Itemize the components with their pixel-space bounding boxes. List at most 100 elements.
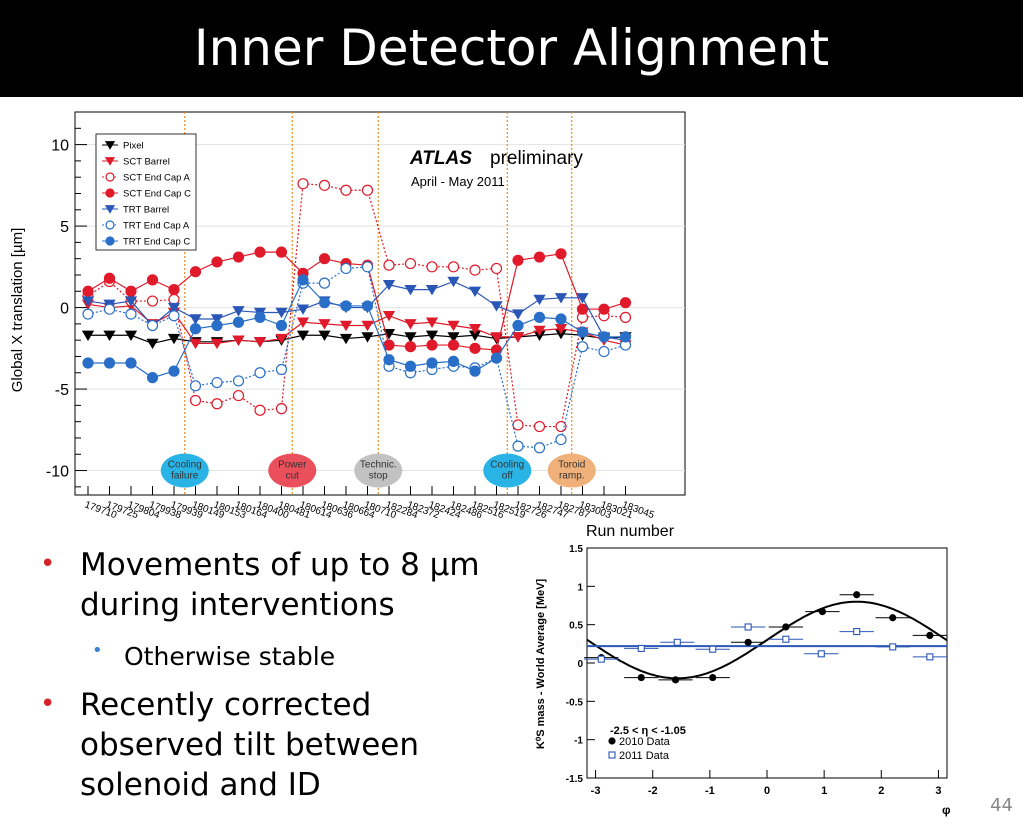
data-point [555, 248, 567, 260]
data-point [889, 643, 897, 651]
data-point [189, 338, 202, 350]
series-trt-end-cap-c [82, 274, 632, 384]
data-point [82, 308, 94, 320]
event-label: ramp. [559, 471, 585, 482]
data-point [318, 179, 331, 191]
data-point [232, 316, 245, 328]
event-markers: CoolingfailurePowercutTechnic.stopCoolin… [160, 112, 596, 495]
atlas-label: ATLAS preliminary April - May 2011 [409, 148, 583, 189]
bullet-1-line-1: Movements of up to 8 µm [80, 547, 480, 583]
data-point [468, 286, 482, 297]
data-point [598, 303, 610, 315]
series-line [88, 333, 626, 345]
data-point [619, 331, 632, 343]
data-point [82, 357, 94, 369]
data-point [533, 251, 546, 263]
inset-y-axis-label: K⁰S mass - World Average [MeV] [535, 579, 547, 750]
data-point [469, 365, 481, 377]
data-point [189, 323, 202, 335]
data-point [361, 261, 374, 273]
data-point [926, 631, 934, 640]
data-point [447, 320, 460, 332]
inset-y-axis-label-text: K⁰S mass - World Average [MeV] [535, 579, 547, 750]
preliminary-text: preliminary [490, 148, 583, 169]
data-point [744, 638, 752, 646]
event-label: Cooling [490, 460, 524, 471]
data-point [81, 330, 95, 341]
y-tick-label: -5 [55, 382, 69, 399]
data-point [189, 266, 202, 278]
data-point [425, 284, 439, 296]
data-point [296, 304, 310, 315]
data-point [447, 339, 460, 351]
data-point [318, 297, 331, 309]
series-sct-end-cap-c [82, 246, 632, 356]
data-point [103, 330, 116, 341]
legend-label: Pixel [123, 141, 144, 152]
data-point [404, 341, 417, 353]
legend: Pixel SCT Barrel SCT End Cap A SCT End Cap … [95, 133, 197, 251]
event-marker [483, 453, 532, 488]
data-point [297, 274, 309, 286]
data-point [576, 326, 589, 338]
data-point [926, 653, 934, 661]
data-point [671, 676, 680, 684]
event-label: Technic. [360, 460, 397, 471]
event-label: cut [286, 471, 300, 482]
atlas-text: ATLAS [409, 148, 472, 169]
data-point [404, 332, 417, 343]
inset-x-tick-label: 1 [821, 785, 827, 797]
bullet-dot-2: • [92, 640, 103, 661]
legend-marker [104, 141, 116, 150]
data-point [232, 389, 245, 402]
data-point [889, 614, 897, 622]
data-point [782, 623, 790, 631]
data-point [469, 264, 481, 276]
data-point [167, 302, 181, 314]
data-point [555, 433, 567, 446]
data-point [490, 352, 503, 364]
data-point [619, 297, 632, 309]
bullet-3-line-3: solenoid and ID [80, 767, 321, 803]
data-point [275, 363, 288, 376]
title-bar [0, 0, 1023, 97]
data-point [425, 317, 439, 328]
event-label: off [502, 471, 513, 482]
data-point [637, 673, 645, 682]
data-point [254, 404, 266, 416]
x-axis-ticks: 1797101797251798041799381799391801491801… [83, 486, 656, 521]
data-point [211, 376, 223, 389]
bullet-2-line-1: Otherwise stable [124, 642, 336, 671]
data-point [782, 635, 790, 643]
data-point [125, 357, 137, 369]
fit-curve [586, 600, 948, 680]
data-point [168, 284, 180, 296]
data-point [146, 295, 159, 307]
bullet-1-line-2: during interventions [80, 587, 395, 623]
data-point [340, 300, 352, 312]
data-point [275, 333, 288, 345]
data-point [361, 300, 374, 312]
inset-series [584, 591, 947, 684]
data-point [576, 341, 589, 353]
data-point [211, 398, 223, 410]
data-point [167, 333, 181, 345]
data-point [673, 638, 681, 646]
data-point [210, 338, 224, 350]
event-label: failure [171, 471, 199, 482]
data-point [447, 261, 460, 273]
data-point [318, 277, 331, 289]
data-point [511, 309, 525, 320]
event-marker [354, 453, 403, 488]
y-axis-ticks: -10 -5 0 5 10 [46, 127, 87, 488]
event-label: Power [278, 460, 307, 471]
data-point [744, 623, 752, 631]
data-point [404, 319, 417, 330]
bullet-3: Recently corrected observed tilt between… [80, 685, 419, 805]
data-point [533, 420, 546, 433]
event-label: Toroid [558, 460, 585, 471]
data-point [168, 365, 180, 377]
data-point [533, 294, 546, 306]
inset-legend: 2010 Data 2011 Data [608, 736, 671, 762]
data-point [555, 420, 567, 433]
